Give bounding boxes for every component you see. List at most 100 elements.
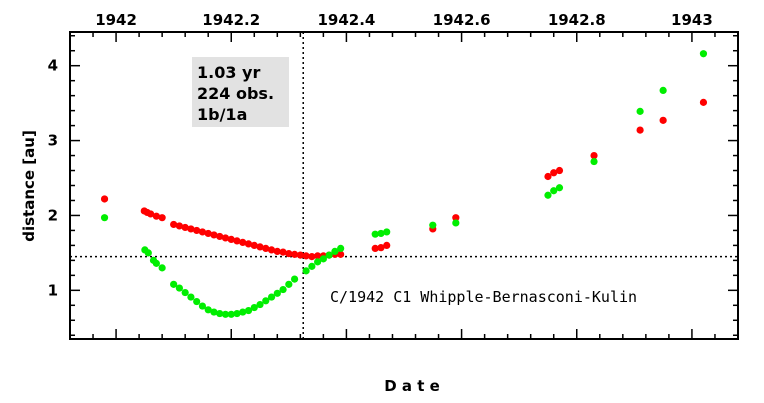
geocentric-point bbox=[699, 50, 708, 58]
info-span: 1.03 yr bbox=[197, 63, 260, 82]
heliocentric-point bbox=[337, 250, 345, 258]
x-tick-label: 1942.8 bbox=[548, 11, 606, 29]
heliocentric-point bbox=[147, 210, 155, 218]
heliocentric-point bbox=[296, 251, 304, 259]
heliocentric-point bbox=[377, 244, 385, 252]
y-tick-label: 2 bbox=[48, 206, 58, 224]
geocentric-point bbox=[144, 249, 152, 257]
heliocentric-point bbox=[100, 195, 109, 203]
heliocentric-point bbox=[221, 234, 230, 242]
geocentric-point bbox=[371, 230, 379, 238]
geocentric-point bbox=[325, 251, 333, 259]
geocentric-point bbox=[181, 288, 189, 297]
heliocentric-point bbox=[250, 241, 258, 250]
heliocentric-point bbox=[170, 220, 178, 229]
geocentric-point bbox=[285, 280, 293, 288]
heliocentric-point bbox=[262, 244, 270, 252]
geocentric-point bbox=[555, 184, 564, 192]
geocentric-point bbox=[221, 310, 230, 318]
heliocentric-point bbox=[198, 228, 207, 236]
geocentric-point bbox=[636, 107, 644, 115]
geocentric-point bbox=[256, 300, 264, 309]
geocentric-point bbox=[544, 191, 552, 199]
geocentric-point bbox=[193, 297, 201, 306]
y-axis-title: distance [au] bbox=[20, 130, 38, 242]
heliocentric-point bbox=[550, 169, 558, 177]
comet-name: C/1942 C1 Whipple-Bernasconi-Kulin bbox=[330, 288, 637, 306]
y-tick-label: 3 bbox=[48, 132, 58, 150]
geocentric-point bbox=[273, 289, 281, 297]
heliocentric-point bbox=[273, 247, 281, 255]
heliocentric-point bbox=[314, 252, 322, 260]
geocentric-point bbox=[290, 275, 299, 283]
geocentric-point bbox=[158, 264, 166, 272]
geocentric-point bbox=[319, 255, 327, 263]
y-tick-label: 4 bbox=[48, 57, 58, 75]
heliocentric-point bbox=[158, 214, 166, 222]
heliocentric-point bbox=[152, 212, 160, 220]
heliocentric-point bbox=[204, 229, 212, 238]
heliocentric-point bbox=[699, 98, 708, 106]
info-box bbox=[192, 57, 289, 127]
geocentric-point bbox=[331, 247, 339, 255]
heliocentric-point bbox=[636, 126, 644, 134]
geocentric-point bbox=[216, 309, 224, 318]
heliocentric-point bbox=[216, 232, 224, 241]
x-axis-title: D a t e bbox=[384, 377, 440, 395]
geocentric-point bbox=[187, 293, 195, 301]
info-observations: 224 obs. bbox=[197, 84, 274, 103]
geocentric-point bbox=[429, 221, 437, 229]
geocentric-point bbox=[452, 219, 460, 227]
geocentric-point bbox=[244, 306, 253, 315]
geocentric-point bbox=[279, 285, 287, 294]
geocentric-point bbox=[198, 302, 207, 310]
heliocentric-point bbox=[452, 214, 460, 222]
geocentric-point bbox=[659, 86, 667, 95]
geocentric-point bbox=[308, 262, 316, 270]
heliocentric-point bbox=[555, 166, 564, 175]
geocentric-point bbox=[210, 308, 218, 316]
geocentric-point bbox=[250, 303, 258, 312]
heliocentric-point bbox=[544, 172, 552, 181]
y-tick-label: 1 bbox=[48, 281, 58, 299]
geocentric-point bbox=[337, 244, 345, 252]
heliocentric-point bbox=[210, 231, 218, 239]
geocentric-point bbox=[267, 293, 276, 301]
geocentric-point bbox=[590, 157, 598, 166]
heliocentric-point bbox=[256, 243, 264, 251]
heliocentric-point bbox=[308, 253, 316, 261]
heliocentric-point bbox=[285, 250, 293, 258]
x-tick-label: 1942 bbox=[95, 11, 137, 29]
geocentric-point bbox=[170, 280, 178, 288]
geocentric-point bbox=[233, 309, 241, 318]
geocentric-point bbox=[227, 310, 235, 318]
heliocentric-point bbox=[279, 248, 287, 256]
heliocentric-point bbox=[175, 222, 184, 230]
heliocentric-point bbox=[181, 223, 189, 232]
geocentric-point bbox=[550, 187, 558, 195]
heliocentric-point bbox=[371, 244, 379, 252]
heliocentric-point bbox=[187, 225, 195, 233]
x-tick-label: 1942.6 bbox=[433, 11, 491, 29]
geocentric-point bbox=[377, 229, 385, 238]
geocentric-point bbox=[314, 258, 322, 266]
geocentric-point bbox=[262, 297, 270, 305]
x-tick-label: 1942.2 bbox=[202, 11, 260, 29]
geocentric-point bbox=[175, 284, 184, 292]
heliocentric-point bbox=[302, 252, 310, 260]
heliocentric-point bbox=[233, 237, 241, 245]
heliocentric-point bbox=[267, 246, 276, 254]
x-tick-label: 1942.4 bbox=[317, 11, 375, 29]
geocentric-point bbox=[383, 228, 391, 236]
geocentric-point bbox=[302, 267, 310, 275]
geocentric-point bbox=[152, 259, 160, 267]
heliocentric-point bbox=[193, 226, 201, 235]
geocentric-point bbox=[239, 308, 247, 316]
heliocentric-point bbox=[244, 240, 253, 248]
heliocentric-point bbox=[239, 238, 247, 247]
x-tick-label: 1943 bbox=[671, 11, 713, 29]
info-orbit-class: 1b/1a bbox=[197, 105, 247, 124]
geocentric-point bbox=[100, 214, 109, 222]
geocentric-point bbox=[204, 306, 212, 314]
